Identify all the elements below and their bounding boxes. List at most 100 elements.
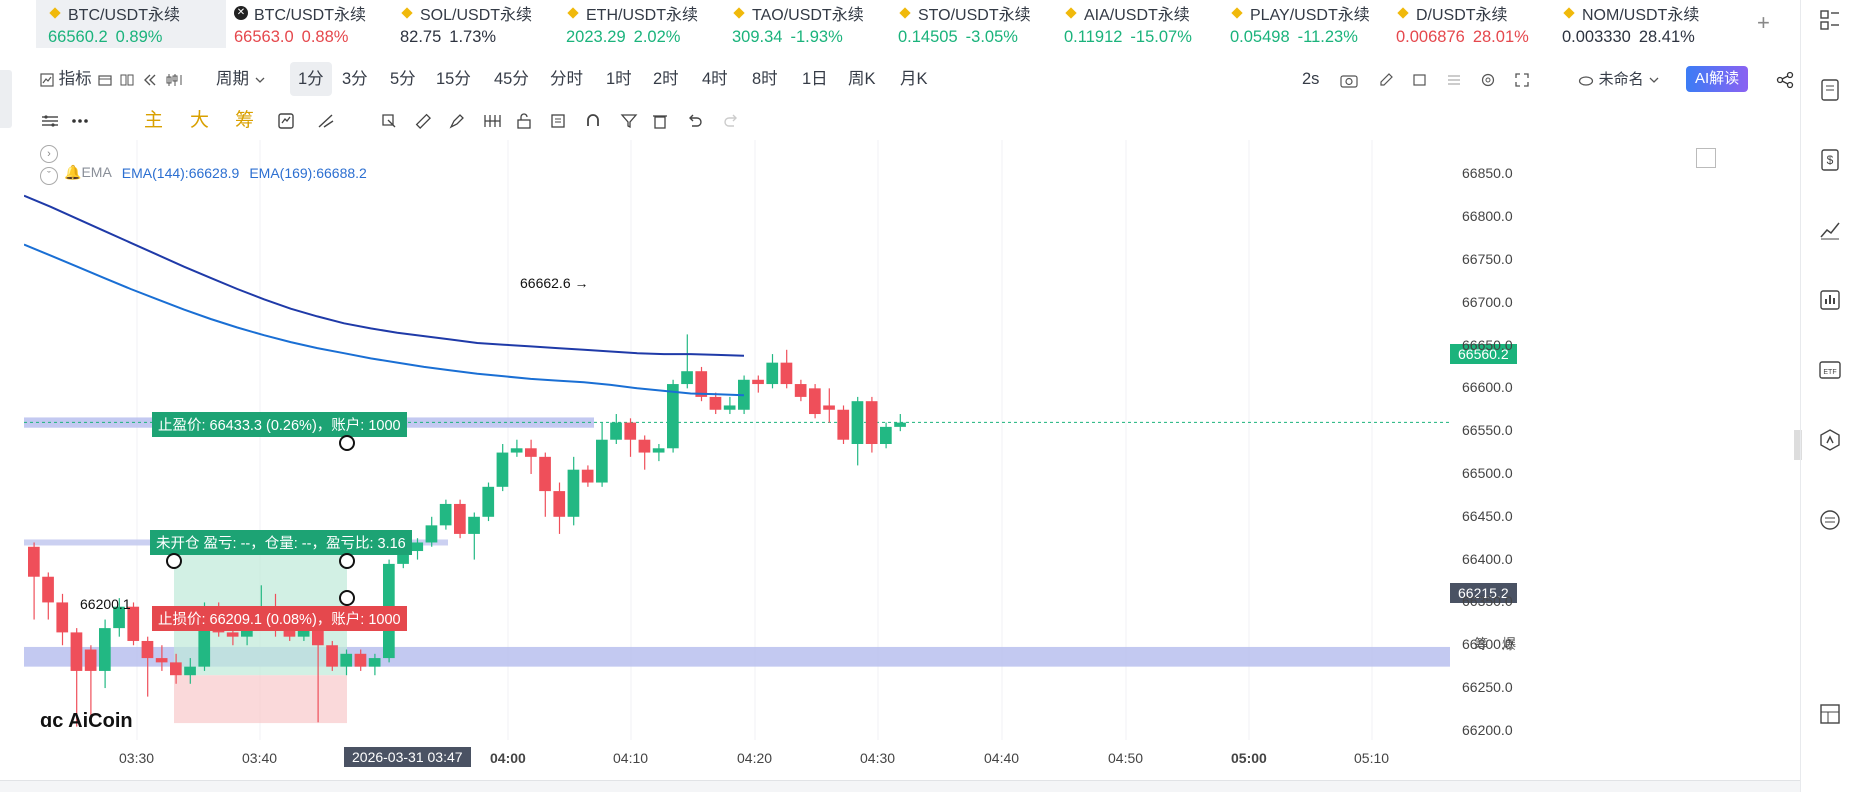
candle-type-icon[interactable]	[166, 62, 184, 96]
more-icon[interactable]	[70, 104, 90, 138]
take-profit-label[interactable]: 止盈价: 66433.3 (0.26%)，账户: 1000	[152, 412, 407, 437]
ticker-tab[interactable]: STO/USDT永续 0.14505 -3.05%	[890, 0, 1056, 48]
indicator-button[interactable]: 指标	[40, 62, 92, 96]
trend-chart-icon[interactable]	[1818, 218, 1842, 242]
settings-icon[interactable]	[1480, 62, 1496, 96]
list-settings-icon[interactable]	[1446, 62, 1462, 96]
interval-option[interactable]: 45分	[494, 70, 529, 88]
main-chart-button[interactable]: 主	[144, 110, 164, 131]
coin-icon	[1230, 6, 1244, 20]
coin-icon	[1396, 6, 1410, 20]
undo-icon[interactable]	[686, 104, 704, 138]
collapse-icon[interactable]: ›	[40, 145, 58, 163]
dollar-doc-icon[interactable]: $	[1818, 148, 1842, 172]
ticker-tab[interactable]: NOM/USDT永续 0.003330 28.41%	[1554, 0, 1720, 48]
candle-body	[709, 396, 722, 410]
big-order-button[interactable]: 大	[190, 110, 210, 131]
document-icon[interactable]	[1818, 78, 1842, 102]
right-panel-handle[interactable]	[1794, 430, 1802, 460]
ticker-tab[interactable]: AIA/USDT永续 0.11912 -15.07%	[1056, 0, 1222, 48]
template-icon[interactable]	[98, 62, 112, 96]
etf-icon[interactable]: ETF	[1818, 358, 1842, 382]
interval-option[interactable]: 8时	[752, 70, 778, 88]
ticker-price: 66563.0	[234, 28, 294, 46]
fullscreen-icon[interactable]	[1514, 62, 1530, 96]
interval-option[interactable]: 5分	[390, 70, 416, 88]
interval-option[interactable]: 1分	[290, 62, 332, 96]
position-status-label[interactable]: 未开仓 盈亏: --，仓量: --，盈亏比: 3.16	[150, 530, 412, 555]
redo-icon[interactable]	[722, 104, 740, 138]
ticker-tab[interactable]: BTC/USDT永续 66560.2 0.89%	[36, 0, 226, 48]
sl-drag-handle[interactable]	[339, 590, 355, 606]
interval-option[interactable]: 1时	[606, 70, 632, 88]
ticker-tab[interactable]: PLAY/USDT永续 0.05498 -11.23%	[1222, 0, 1388, 48]
pattern-icon[interactable]	[482, 104, 502, 138]
ticker-change: 2.02%	[633, 28, 681, 46]
entry-drag-handle-right[interactable]	[339, 553, 355, 569]
lock-icon[interactable]	[516, 104, 532, 138]
ticker-name: SOL/USDT永续	[400, 3, 558, 24]
annotate-icon[interactable]	[380, 104, 398, 138]
tp-drag-handle[interactable]	[339, 435, 355, 451]
interval-option[interactable]: 分时	[550, 70, 583, 88]
ai-analysis-button[interactable]: AI解读	[1686, 66, 1749, 92]
indicator-toggle-icon[interactable]: ˇ	[40, 167, 58, 185]
filter-icon[interactable]	[620, 104, 638, 138]
interval-option[interactable]: 月K	[900, 70, 928, 88]
candle-body	[354, 653, 367, 667]
trash-icon[interactable]	[652, 104, 668, 138]
candle-body	[84, 649, 97, 671]
candle-body	[70, 632, 83, 671]
interval-option[interactable]: 1日	[802, 70, 828, 88]
ticker-tab[interactable]: D/USDT永续 0.006876 28.01%	[1388, 0, 1554, 48]
period-dropdown[interactable]: 周期	[216, 62, 266, 96]
stop-loss-label[interactable]: 止损价: 66209.1 (0.08%)，账户: 1000	[152, 606, 407, 631]
hexagon-icon[interactable]	[1818, 428, 1842, 452]
chips-button[interactable]: 筹	[235, 110, 255, 131]
chart-sync-icon[interactable]	[276, 104, 296, 138]
ticker-tab[interactable]: ETH/USDT永续 2023.29 2.02%	[558, 0, 724, 48]
window-icon[interactable]	[1412, 62, 1428, 96]
left-panel-handle[interactable]	[0, 70, 12, 128]
ticker-tab[interactable]: ✕ BTC/USDT永续 66563.0 0.88%	[226, 0, 392, 48]
panel-layout-icon[interactable]	[1818, 702, 1842, 726]
pencil-icon[interactable]	[1378, 62, 1394, 96]
chart-area[interactable]: › ˇ 🔔EMA EMA(144):66628.9 EMA(169):66688…	[24, 140, 1716, 767]
rewind-icon[interactable]	[143, 62, 157, 96]
entry-drag-handle-left[interactable]	[166, 553, 182, 569]
edit-list-icon[interactable]	[550, 104, 568, 138]
magnet-icon[interactable]	[584, 104, 602, 138]
chart-canvas[interactable]	[24, 140, 1714, 748]
indicator-icon	[40, 73, 54, 87]
refresh-rate[interactable]: 2s	[1302, 70, 1320, 88]
time-tick-label: 04:20	[737, 750, 773, 766]
bar-chart-icon[interactable]	[1818, 288, 1842, 312]
brush-icon[interactable]	[448, 104, 466, 138]
line-tool-icon[interactable]	[316, 104, 336, 138]
swap-icon[interactable]	[1818, 508, 1842, 532]
ticker-change: -3.05%	[965, 28, 1018, 46]
ticker-name: NOM/USDT永续	[1562, 3, 1720, 24]
ticker-tab[interactable]: TAO/USDT永续 309.34 -1.93%	[724, 0, 890, 48]
interval-option[interactable]: 2时	[653, 70, 679, 88]
ticker-tab[interactable]: SOL/USDT永续 82.75 1.73%	[392, 0, 558, 48]
draw-settings-icon[interactable]	[40, 104, 60, 138]
ruler-icon[interactable]	[414, 104, 432, 138]
ticker-price: 309.34	[732, 28, 783, 46]
interval-option[interactable]: 4时	[702, 70, 728, 88]
ticker-price: 0.14505	[898, 28, 958, 46]
compare-icon[interactable]	[120, 62, 134, 96]
interval-option[interactable]: 15分	[436, 70, 471, 88]
layout-dropdown[interactable]: 未命名	[1578, 62, 1660, 96]
add-ticker-button[interactable]: +	[1757, 10, 1770, 35]
low-marker: 66200.1	[80, 596, 131, 612]
expand-corner-icon[interactable]	[1696, 148, 1716, 168]
interval-option[interactable]: 3分	[342, 70, 368, 88]
price-tick-label: 66400.0	[1462, 550, 1513, 567]
share-icon[interactable]	[1776, 62, 1794, 96]
camera-icon[interactable]	[1340, 62, 1358, 96]
coin-icon	[898, 6, 912, 20]
interval-option[interactable]: 周K	[848, 70, 876, 88]
candle-body	[837, 409, 850, 440]
layout-grid-icon[interactable]	[1818, 8, 1842, 32]
